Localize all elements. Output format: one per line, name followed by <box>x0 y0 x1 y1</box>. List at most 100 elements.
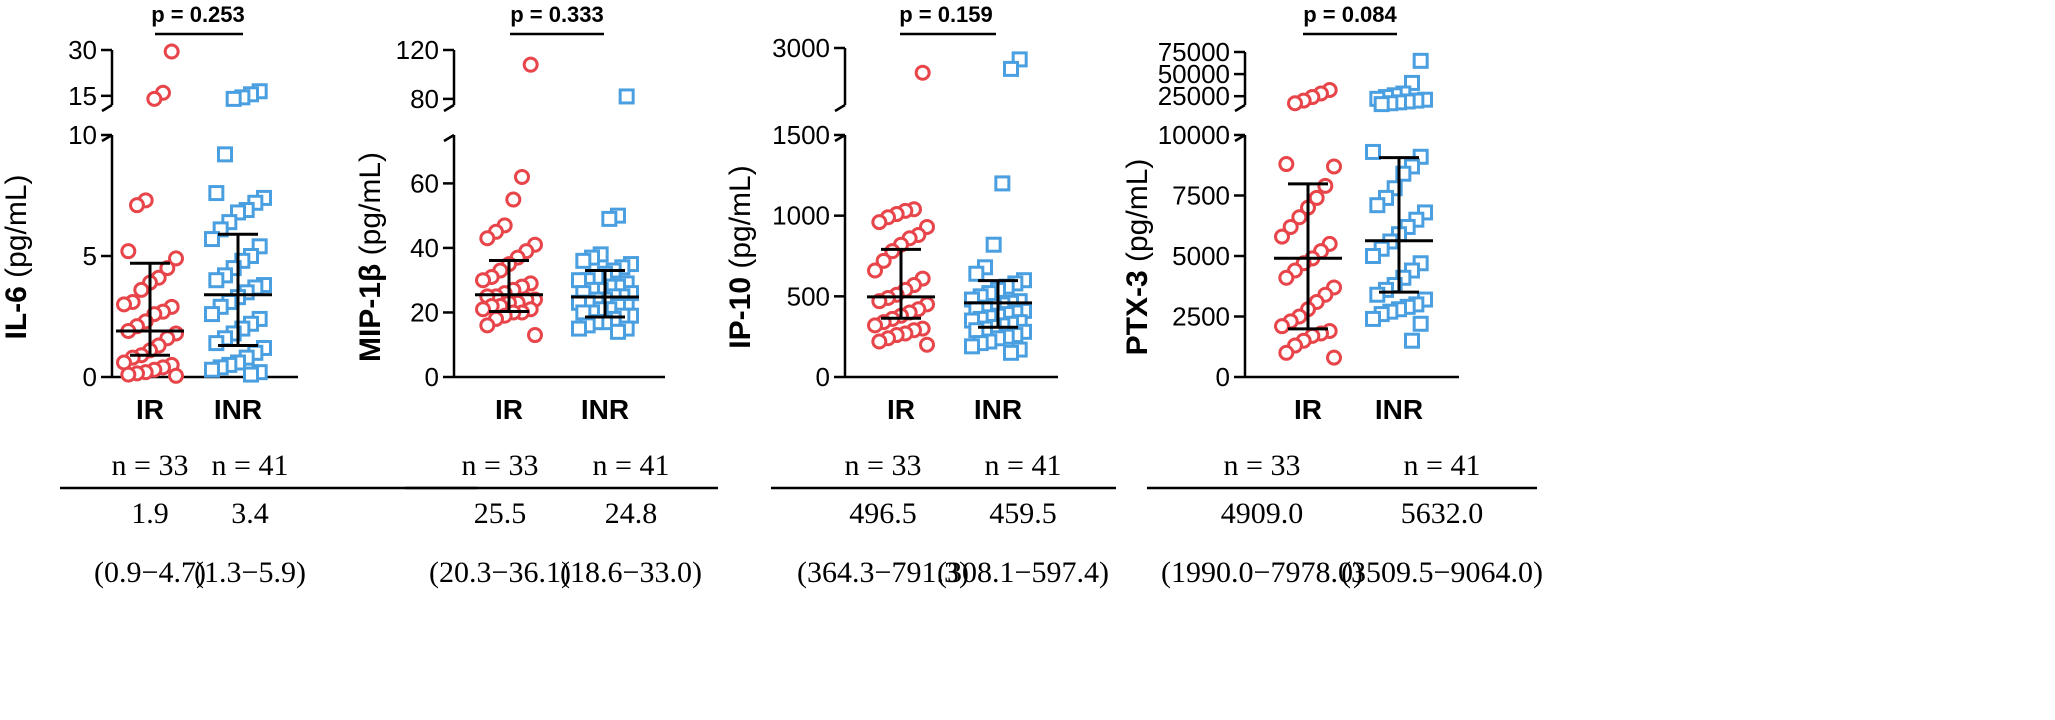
data-point-inr <box>225 90 242 107</box>
data-point-inr <box>1003 344 1019 361</box>
data-point-inr <box>994 175 1011 192</box>
data-point-inr <box>208 185 225 202</box>
data-point-inr <box>1365 143 1381 160</box>
data-point-ir <box>1274 318 1290 335</box>
data-point-inr <box>601 210 618 227</box>
y-axis-label-unit: (pg/mL) <box>0 174 33 286</box>
data-point-ir <box>475 272 491 289</box>
y-tick-label: 3000 <box>772 33 830 63</box>
y-axis-label-main: MIP-1 <box>354 282 387 362</box>
x-category-label: IR <box>136 394 164 425</box>
data-point-ir <box>1278 156 1295 173</box>
data-point-ir <box>514 168 530 185</box>
data-point-inr <box>571 320 587 337</box>
table-iqr-ir: (20.3−36.1) <box>429 556 571 589</box>
table-median-ir: 4909.0 <box>1221 497 1304 530</box>
table-iqr-ir: (364.3−791.3) <box>797 556 969 589</box>
y-tick-label: 15 <box>68 81 97 111</box>
data-point-inr <box>1412 52 1429 69</box>
y-axis-label-unit: (pg/mL) <box>354 152 387 264</box>
data-point-ir <box>168 367 184 384</box>
data-point-ir <box>1326 158 1342 175</box>
data-point-ir <box>505 191 522 208</box>
x-category-label: IR <box>887 394 915 425</box>
p-value-label: p = 0.333 <box>510 2 604 27</box>
table-median-inr: 459.5 <box>989 497 1057 530</box>
data-point-inr <box>1404 332 1420 349</box>
panel-ip-10: 0 500 1000 1500 3000 IR INR IP-10 (pg/mL) p = 0.… <box>724 2 1116 589</box>
data-point-ir <box>475 301 491 318</box>
y-tick-label: 500 <box>787 281 830 311</box>
data-point-ir <box>479 317 496 334</box>
data-point-inr <box>985 236 1002 253</box>
y-tick-label: 60 <box>410 168 439 198</box>
data-point-ir <box>919 336 935 353</box>
table-n-ir: n = 33 <box>1224 449 1301 482</box>
data-point-ir <box>116 296 132 313</box>
data-point-inr <box>204 306 220 323</box>
y-axis-label-main: PTX-3 <box>1121 270 1154 355</box>
data-point-ir <box>867 317 883 334</box>
table-n-ir: n = 33 <box>462 449 539 482</box>
y-tick-label: 7500 <box>1172 181 1230 211</box>
data-point-ir <box>1287 95 1303 112</box>
data-point-inr <box>1369 286 1386 303</box>
x-category-label: INR <box>214 394 262 425</box>
y-tick-label: 120 <box>396 35 439 65</box>
data-point-inr <box>1365 248 1381 264</box>
x-category-label: INR <box>974 394 1022 425</box>
y-tick-label: 30 <box>68 35 97 65</box>
table-iqr-ir: (0.9−4.7) <box>94 556 206 589</box>
y-tick-label: 40 <box>410 233 439 263</box>
y-tick-label: 0 <box>425 362 439 392</box>
data-point-ir <box>871 214 888 231</box>
axis-break-mark <box>443 133 455 143</box>
data-point-inr <box>208 335 225 352</box>
table-iqr-ir: (1990.0−7978.0) <box>1161 556 1363 589</box>
axis-break-mark <box>443 103 455 113</box>
data-point-ir <box>479 230 496 247</box>
p-value-label: p = 0.253 <box>151 2 245 27</box>
table-median-inr: 5632.0 <box>1401 497 1484 530</box>
y-axis-label-greek: β <box>354 264 387 282</box>
table-n-inr: n = 41 <box>1404 449 1481 482</box>
y-axis-label-main: IP-10 <box>724 277 757 349</box>
x-category-label: INR <box>581 394 629 425</box>
table-n-ir: n = 33 <box>112 449 189 482</box>
data-point-inr <box>1369 197 1386 214</box>
y-tick-label: 1000 <box>772 201 830 231</box>
data-point-inr <box>204 361 220 378</box>
data-point-ir <box>120 243 137 260</box>
axis-break-mark <box>101 103 113 113</box>
table-iqr-inr: (308.1−597.4) <box>937 556 1109 589</box>
panel-mip-1-: 0 20 40 60 80 120 IR INR MIP-1β (pg/mL) p = 0.333… <box>354 2 718 589</box>
data-point-ir <box>527 327 543 344</box>
table-n-inr: n = 41 <box>593 449 670 482</box>
data-point-ir <box>875 252 892 269</box>
data-point-ir <box>871 333 888 350</box>
y-axis-label-unit: (pg/mL) <box>724 165 757 277</box>
x-category-label: IR <box>1294 394 1322 425</box>
table-n-inr: n = 41 <box>985 449 1062 482</box>
data-point-ir <box>1274 228 1290 245</box>
y-axis-label-unit: (pg/mL) <box>1121 159 1154 271</box>
y-tick-label: 10 <box>68 120 97 150</box>
data-point-ir <box>163 43 180 60</box>
table-n-inr: n = 41 <box>212 449 289 482</box>
y-axis-label: IL-6 (pg/mL) <box>0 174 33 339</box>
data-point-ir <box>133 281 150 298</box>
data-point-ir <box>120 366 137 383</box>
table-median-ir: 496.5 <box>849 497 917 530</box>
data-point-inr <box>968 265 985 282</box>
data-point-ir <box>1317 177 1334 194</box>
y-tick-label: 50000 <box>1158 59 1230 89</box>
data-point-ir <box>129 197 145 214</box>
data-point-inr <box>610 323 626 340</box>
y-axis-label: PTX-3 (pg/mL) <box>1121 159 1154 356</box>
data-point-inr <box>243 366 259 383</box>
data-point-inr <box>575 252 592 269</box>
axis-break-mark <box>834 103 846 113</box>
data-point-inr <box>204 231 220 248</box>
